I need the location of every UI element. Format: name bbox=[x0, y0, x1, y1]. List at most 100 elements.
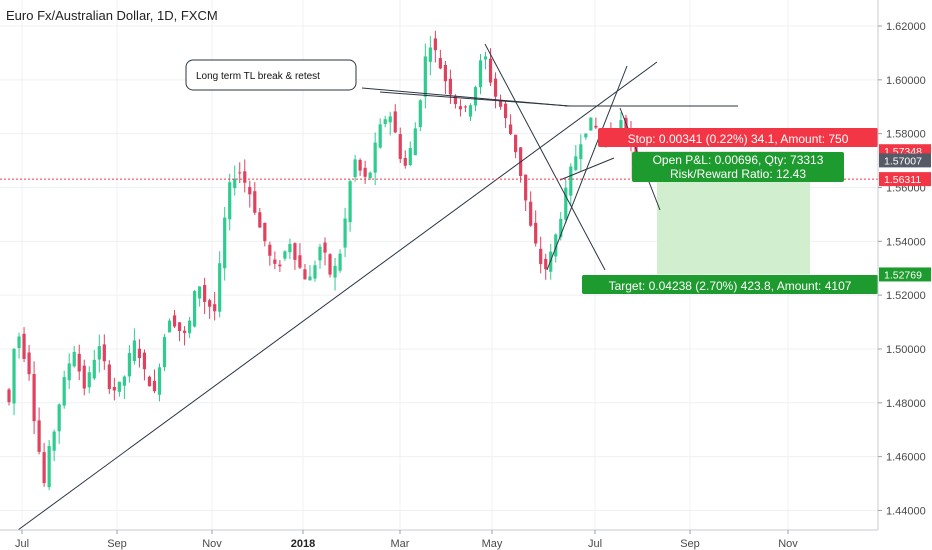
trendline bbox=[379, 91, 571, 107]
candle-body bbox=[333, 265, 337, 278]
candle-body bbox=[428, 47, 432, 62]
candle-body bbox=[12, 348, 16, 404]
candle-body bbox=[378, 124, 382, 148]
candle-body bbox=[488, 58, 493, 83]
candle-body bbox=[348, 181, 352, 223]
y-tick-label: 1.50000 bbox=[886, 344, 926, 356]
candle-body bbox=[503, 103, 508, 119]
candle-body bbox=[218, 263, 222, 312]
candle-body bbox=[87, 372, 91, 388]
candle-body bbox=[514, 134, 518, 153]
open-pnl-label: Open P&L: 0.00696, Qty: 73313 bbox=[653, 153, 824, 167]
candle-body bbox=[323, 242, 327, 253]
candle-body bbox=[132, 340, 137, 362]
candle-body bbox=[634, 145, 638, 156]
candle-body bbox=[473, 87, 478, 106]
candle-body bbox=[328, 254, 332, 275]
candle-body bbox=[468, 105, 473, 117]
price-tag-label: 1.57007 bbox=[884, 155, 922, 167]
y-tick-label: 1.62000 bbox=[886, 21, 926, 33]
candle-body bbox=[253, 191, 257, 213]
candle-body bbox=[248, 186, 252, 195]
candle-body bbox=[122, 376, 126, 386]
candle-body bbox=[589, 117, 593, 131]
candle-body bbox=[172, 315, 177, 327]
candle-body bbox=[584, 133, 588, 138]
y-tick-label: 1.52000 bbox=[886, 290, 926, 302]
candle-body bbox=[37, 420, 41, 452]
y-tick-label: 1.48000 bbox=[886, 398, 926, 410]
candle-body bbox=[529, 201, 533, 226]
candle-body bbox=[373, 142, 377, 173]
candle-body bbox=[77, 353, 81, 372]
position-tool[interactable]: Stop: 0.00341 (0.22%) 34.1, Amount: 750 O… bbox=[582, 128, 878, 294]
candle-body bbox=[413, 128, 417, 156]
candle-body bbox=[142, 352, 147, 370]
x-tick-label: Nov bbox=[202, 538, 222, 550]
candle-body bbox=[418, 100, 422, 127]
candle-body bbox=[72, 351, 76, 367]
candle-body bbox=[47, 446, 51, 488]
candle-body bbox=[127, 353, 131, 377]
candle-body bbox=[193, 291, 197, 327]
candle-body bbox=[268, 244, 272, 256]
candle-body bbox=[398, 134, 402, 159]
candle-body bbox=[539, 248, 543, 265]
candle-body bbox=[243, 171, 247, 183]
candle-body bbox=[463, 106, 468, 108]
candle-body bbox=[157, 367, 162, 395]
candle-body bbox=[534, 222, 538, 244]
candle-body bbox=[162, 337, 167, 368]
candle-body bbox=[448, 78, 453, 95]
candle-body bbox=[303, 269, 307, 280]
y-tick-label: 1.54000 bbox=[886, 236, 926, 248]
candle-body bbox=[524, 174, 528, 201]
trendline bbox=[559, 157, 615, 181]
candle-body bbox=[167, 320, 172, 333]
candle-body bbox=[137, 348, 142, 359]
x-tick-label: Mar bbox=[391, 538, 410, 550]
candle-body bbox=[498, 100, 503, 107]
candle-body bbox=[238, 172, 242, 174]
candle-body bbox=[233, 178, 237, 189]
candle-body bbox=[564, 187, 568, 220]
candle-body bbox=[42, 452, 46, 484]
candle-body bbox=[182, 330, 187, 333]
x-tick-label: Sep bbox=[680, 538, 700, 550]
price-axis[interactable]: 1.620001.600001.580001.560001.540001.520… bbox=[877, 0, 932, 550]
price-tag bbox=[879, 172, 931, 187]
target-label-bg bbox=[582, 275, 878, 294]
trendline bbox=[17, 61, 658, 531]
candle-body bbox=[574, 156, 578, 170]
time-axis[interactable]: Jul Sep Nov 2018 Mar May Jul Sep Nov bbox=[0, 529, 878, 550]
candlestick-series bbox=[7, 30, 638, 491]
candle-body bbox=[228, 182, 232, 220]
candle-body bbox=[308, 276, 312, 281]
candle-body bbox=[177, 322, 182, 332]
candle-body bbox=[112, 387, 116, 391]
candle-body bbox=[223, 217, 227, 269]
x-tick-label: Nov bbox=[778, 538, 798, 550]
x-tick-label: May bbox=[482, 538, 503, 550]
price-tag-label: 1.56311 bbox=[884, 174, 921, 186]
candle-body bbox=[263, 222, 267, 242]
candle-body bbox=[353, 159, 357, 178]
candle-body bbox=[423, 56, 427, 97]
candle-body bbox=[579, 144, 583, 160]
candle-body bbox=[22, 333, 26, 359]
candle-body bbox=[358, 159, 362, 171]
trendline bbox=[546, 65, 628, 271]
candle-body bbox=[509, 124, 513, 135]
candle-body bbox=[208, 300, 212, 307]
price-tag bbox=[879, 153, 931, 168]
trendline bbox=[484, 43, 606, 271]
annotation-callout bbox=[185, 59, 357, 91]
candle-body bbox=[102, 344, 106, 362]
candle-body bbox=[107, 364, 111, 390]
candle-body bbox=[152, 380, 157, 392]
x-tick-label: Jul bbox=[15, 538, 29, 550]
annotation-text: Long term TL break & retest bbox=[196, 71, 320, 82]
candle-body bbox=[273, 259, 277, 264]
y-tick-label: 1.60000 bbox=[886, 75, 926, 87]
